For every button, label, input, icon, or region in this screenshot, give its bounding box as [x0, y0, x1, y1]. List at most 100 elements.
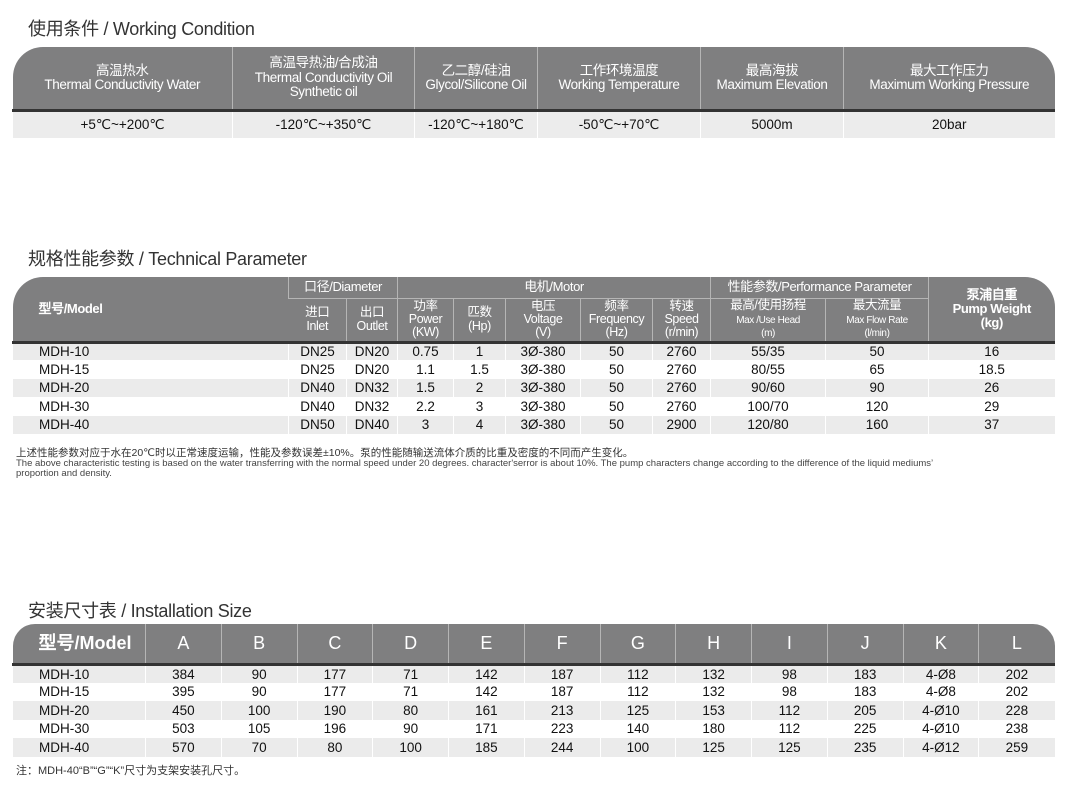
cell: 71 [372, 664, 449, 683]
cell: 153 [675, 701, 752, 720]
cell: 132 [675, 664, 752, 683]
cell: 1.5 [453, 360, 506, 379]
column-header: 最大流量 Max Flow Rate (l/min) [825, 297, 929, 342]
header-line: 进口 [305, 305, 330, 320]
cell: -120℃~+350℃ [232, 110, 415, 138]
cell: 112 [599, 664, 676, 683]
cell: 228 [978, 701, 1055, 720]
performance-group-header: 性能参数/Performance Parameter [710, 277, 929, 298]
table-row: MDH-40 570 70 80 100 185 244 100 125 125 235 4-Ø12 2… [12, 738, 1055, 757]
column-header: 电压 Voltage (V) [505, 297, 581, 342]
cell: 18.5 [928, 360, 1055, 379]
model-cell: MDH-30 [12, 719, 146, 738]
cell: 4-Ø8 [902, 664, 979, 683]
diameter-group-header: 口径/Diameter [287, 277, 398, 298]
header-line: 最大工作压力 [909, 62, 989, 78]
column-header: B [220, 624, 297, 664]
cell: 90 [825, 378, 929, 398]
cell: 55/35 [710, 342, 826, 361]
cell: +5℃~+200℃ [12, 110, 233, 138]
cell: 2.2 [397, 397, 454, 416]
cell: 177 [296, 682, 373, 701]
model-cell: MDH-20 [12, 378, 289, 398]
cell: 120 [825, 397, 929, 416]
cell: 4-Ø10 [902, 701, 979, 720]
cell: DN20 [345, 342, 398, 361]
cell: 142 [448, 664, 525, 683]
cell: 3Ø-380 [505, 378, 581, 398]
cell: 2900 [652, 415, 711, 434]
header-line: Outlet [356, 318, 388, 333]
cell: 196 [296, 719, 373, 738]
column-header: 型号/Model [12, 624, 146, 664]
cell: 183 [826, 664, 903, 683]
table-row: MDH-10 DN25 DN20 0.75 1 3Ø-380 50 2760 55/35 50 16 [12, 342, 1055, 361]
pump-weight-header: 泵浦自重 Pump Weight (kg) [928, 277, 1055, 342]
column-header: 最大工作压力 Maximum Working Pressure [843, 47, 1055, 110]
cell: 132 [675, 682, 752, 701]
cell: 223 [523, 719, 600, 738]
cell: 3 [397, 415, 454, 434]
cell: 503 [145, 719, 222, 738]
model-cell: MDH-40 [12, 738, 146, 757]
cell: 112 [751, 701, 828, 720]
column-header: 高温导热油/合成油 Thermal Conductivity Oil Synthet… [232, 47, 415, 110]
header-line: Speed [664, 311, 699, 326]
cell: DN25 [288, 342, 347, 361]
header-line: 高温导热油/合成油 [269, 55, 378, 71]
cell: 98 [751, 682, 828, 701]
cell: 1 [453, 342, 506, 361]
column-header: I [751, 624, 828, 664]
cell: 177 [296, 664, 373, 683]
cell: 225 [826, 719, 903, 738]
cell: -50℃~+70℃ [537, 110, 701, 138]
cell: 187 [523, 664, 600, 683]
header-line: 最高海拔 [745, 62, 799, 78]
cell: 26 [928, 378, 1055, 398]
cell: 125 [751, 738, 828, 757]
cell: DN32 [345, 378, 398, 398]
cell: DN25 [288, 360, 347, 379]
cell: 4-Ø8 [902, 682, 979, 701]
column-header: 功率 Power (KW) [397, 297, 454, 342]
model-cell: MDH-15 [12, 360, 289, 379]
header-line: Glycol/Silicone Oil [425, 76, 527, 92]
column-header: 高温热水 Thermal Conductivity Water [12, 47, 233, 110]
technical-parameter-title: 规格性能参数 / Technical Parameter [28, 249, 307, 269]
model-cell: MDH-10 [12, 342, 289, 361]
cell: 3 [453, 397, 506, 416]
cell: 80 [372, 701, 449, 720]
header-line: Working Temperature [558, 76, 680, 92]
cell: DN40 [345, 415, 398, 434]
cell: 50 [580, 378, 653, 398]
column-header: H [675, 624, 752, 664]
column-header: G [599, 624, 676, 664]
cell: 2 [453, 378, 506, 398]
header-line: (l/min) [864, 328, 890, 340]
cell: 70 [220, 738, 297, 757]
cell: 142 [448, 682, 525, 701]
column-header: E [448, 624, 525, 664]
cell: 3Ø-380 [505, 415, 581, 434]
cell: 5000m [700, 110, 844, 138]
header-line: Inlet [306, 318, 329, 333]
header-line: 工作环境温度 [579, 62, 659, 78]
header-line: Voltage [523, 311, 563, 326]
cell: 4-Ø12 [902, 738, 979, 757]
cell: 90 [372, 719, 449, 738]
cell: 4 [453, 415, 506, 434]
table-row: MDH-30 503 105 196 90 171 223 140 180 112 225 4-Ø10… [12, 719, 1055, 738]
table-row: MDH-15 395 90 177 71 142 187 112 132 98 183 4-Ø8 202 [12, 682, 1055, 701]
column-header: 乙二醇/硅油 Glycol/Silicone Oil [414, 47, 538, 110]
header-line: 高温热水 [96, 62, 149, 78]
cell: 29 [928, 397, 1055, 416]
column-header: 转速 Speed (r/min) [652, 297, 711, 342]
cell: 384 [145, 664, 222, 683]
column-header: 进口 Inlet [288, 297, 347, 342]
cell: DN40 [288, 397, 347, 416]
column-header: 工作环境温度 Working Temperature [537, 47, 701, 110]
cell: 100 [220, 701, 297, 720]
cell: 171 [448, 719, 525, 738]
header-line: (Hz) [605, 325, 628, 340]
table-row: MDH-20 DN40 DN32 1.5 2 3Ø-380 50 2760 90/60 90 26 [12, 378, 1055, 398]
